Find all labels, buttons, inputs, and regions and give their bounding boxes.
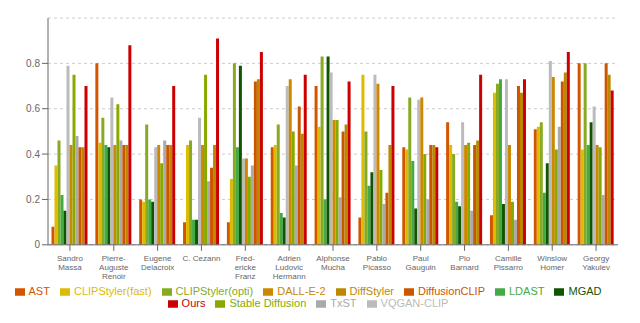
html-text:MGAD: MGAD [568, 284, 602, 297]
svg-text:0: 0 [34, 239, 40, 250]
html-text:Stable Diffusion: Stable Diffusion [229, 296, 307, 309]
svg-text:PabloPicasso: PabloPicasso [363, 254, 392, 272]
svg-text:0.6: 0.6 [26, 103, 40, 114]
svg-text:PioBarnard: PioBarnard [450, 254, 478, 272]
svg-text:SandroMassa: SandroMassa [57, 254, 83, 272]
html-text:LDAST: LDAST [509, 284, 545, 297]
svg-text:EugeneDelacroix: EugeneDelacroix [141, 254, 174, 272]
svg-text:0.2: 0.2 [26, 194, 40, 205]
html-text:AST: AST [28, 284, 50, 297]
svg-text:CamillePissarro: CamillePissarro [494, 254, 524, 272]
html-text:Ours: Ours [181, 296, 206, 309]
svg-text:AlphonseMucha: AlphonseMucha [316, 254, 350, 272]
html-text:DiffStyler: DiffStyler [349, 284, 394, 297]
html-text:TxST: TxST [330, 296, 357, 309]
svg-text:C. Cezann: C. Cezann [183, 254, 221, 263]
html-text:VQGAN-CLIP: VQGAN-CLIP [380, 296, 449, 309]
svg-text:GeorgyYakulev: GeorgyYakulev [582, 254, 610, 272]
html-text:CLIPStyler(fast): CLIPStyler(fast) [73, 284, 152, 297]
html-text:CLIPStyler(opti): CLIPStyler(opti) [175, 284, 254, 297]
svg-text:WinslowHomer: WinslowHomer [537, 254, 567, 272]
html-text:DiffusionCLIP: DiffusionCLIP [417, 284, 485, 297]
svg-text:Pierre-AugusteRenoir: Pierre-AugusteRenoir [99, 254, 129, 281]
svg-text:0.4: 0.4 [26, 149, 40, 160]
svg-text:Fred-erickeFranz: Fred-erickeFranz [235, 254, 257, 281]
svg-text:AdrienLudovicHermann: AdrienLudovicHermann [273, 254, 306, 281]
html-text:DALL-E-2: DALL-E-2 [277, 284, 326, 297]
svg-text:PaulGauguin: PaulGauguin [406, 254, 436, 272]
svg-text:0.8: 0.8 [26, 58, 40, 69]
